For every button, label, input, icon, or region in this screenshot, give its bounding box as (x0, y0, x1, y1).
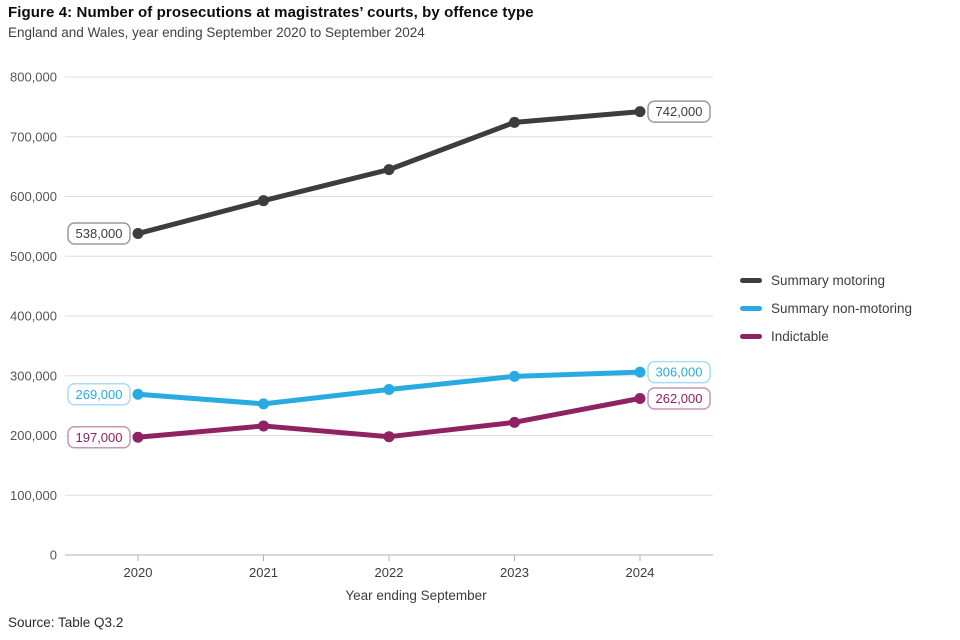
y-tick-label: 400,000 (10, 309, 57, 324)
legend-label: Summary non-motoring (771, 300, 913, 316)
legend-item-summary-motoring: Summary motoring (740, 266, 912, 294)
data-point (634, 392, 646, 404)
data-point (509, 370, 520, 382)
y-tick-label: 300,000 (10, 368, 57, 383)
data-point (634, 366, 646, 378)
data-point (132, 228, 144, 240)
data-point (509, 416, 520, 428)
value-label-text: 269,000 (76, 387, 123, 402)
data-point (383, 164, 395, 176)
value-label-box (647, 387, 711, 410)
data-point (383, 431, 395, 443)
legend-swatch (740, 305, 762, 311)
legend-swatch (740, 277, 762, 283)
value-label-box (67, 426, 131, 449)
legend-item-summary-non-motoring: Summary non-motoring (740, 294, 912, 322)
x-axis-title: Year ending September (345, 588, 487, 603)
value-label-text: 197,000 (76, 430, 123, 445)
y-tick-label: 700,000 (10, 129, 57, 144)
value-label-box (647, 360, 711, 384)
figure-subtitle: England and Wales, year ending September… (8, 25, 425, 40)
legend-swatch (740, 333, 762, 339)
line-chart: 0 100,000 200,000 300,000 400,000 500,000 600,… (10, 70, 713, 603)
y-tick-label: 600,000 (10, 189, 57, 204)
data-point (132, 431, 144, 443)
x-tick-label: 2023 (500, 565, 529, 580)
y-tick-label: 800,000 (10, 70, 57, 85)
x-tick-label: 2024 (626, 565, 655, 580)
y-tick-label: 100,000 (10, 488, 57, 503)
data-point (383, 383, 395, 395)
value-label-text: 742,000 (656, 104, 703, 119)
legend-item-indictable: Indictable (740, 322, 912, 350)
data-point (258, 398, 269, 410)
x-tick-label: 2020 (124, 565, 153, 580)
value-label-box (67, 222, 131, 245)
y-tick-label: 0 (50, 548, 57, 563)
figure-title: Figure 4: Number of prosecutions at magi… (8, 4, 534, 21)
source-note: Source: Table Q3.2 (8, 615, 124, 630)
data-point (509, 116, 520, 128)
value-label-box (647, 100, 711, 123)
y-tick-label: 500,000 (10, 249, 57, 264)
x-tick-label: 2022 (375, 565, 404, 580)
value-label-text: 306,000 (656, 365, 703, 380)
data-point (258, 420, 269, 432)
y-tick-label: 200,000 (10, 428, 57, 443)
value-label-box (67, 383, 131, 406)
legend-label: Summary motoring (771, 272, 886, 288)
data-point (132, 388, 144, 400)
x-tick-label: 2021 (249, 565, 278, 580)
value-label-text: 538,000 (76, 226, 123, 241)
legend-label: Indictable (771, 328, 829, 344)
data-point (634, 106, 646, 118)
chart-legend: Summary motoring Summary non-motoring Indi… (740, 266, 912, 350)
data-point (258, 195, 269, 207)
value-label-text: 262,000 (656, 391, 703, 406)
